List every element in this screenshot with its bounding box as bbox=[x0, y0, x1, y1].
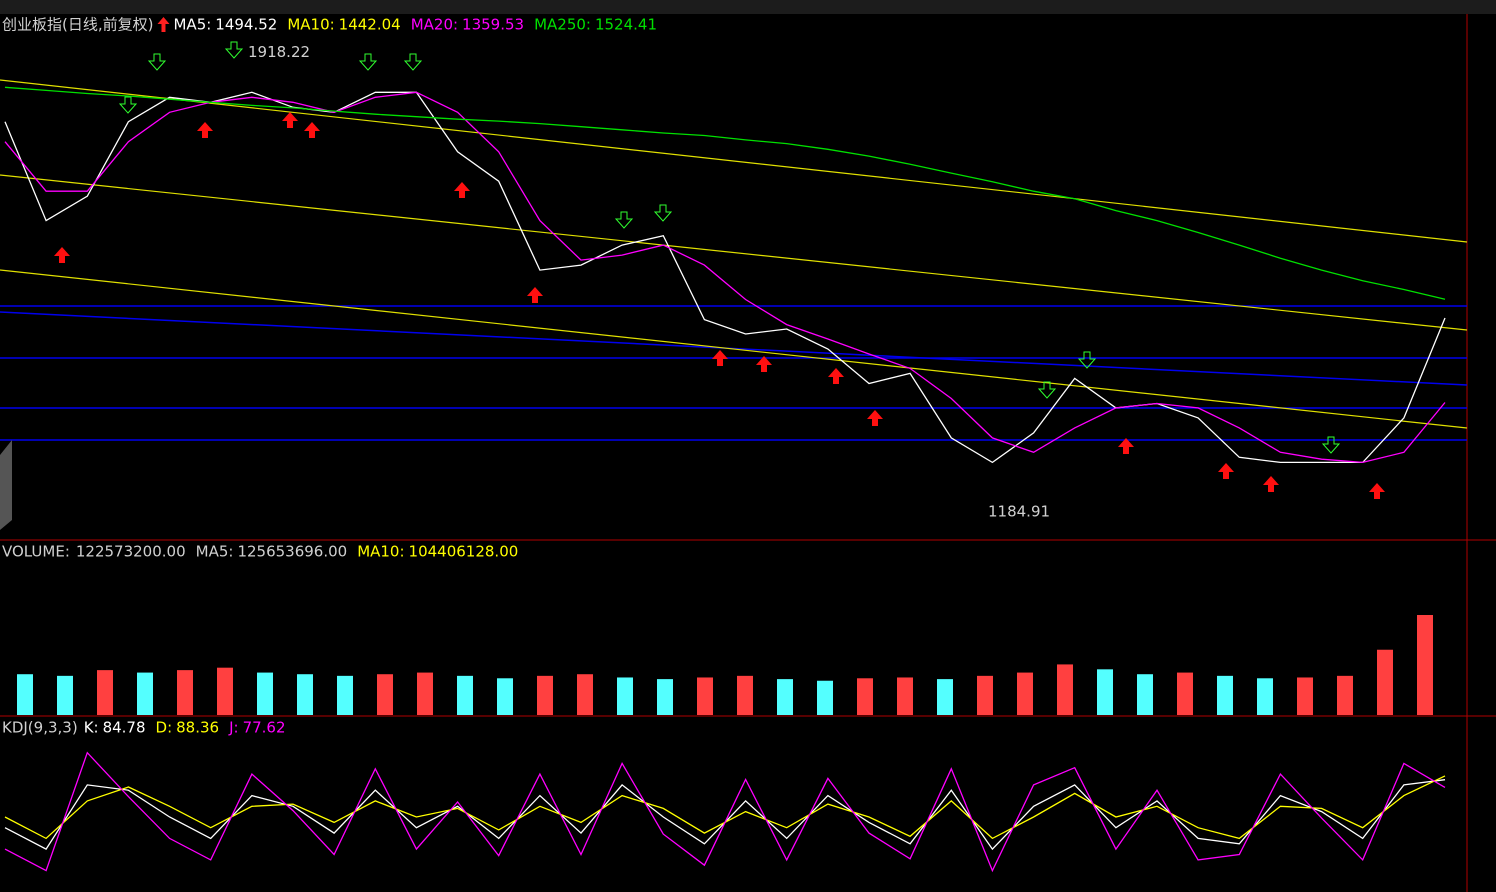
volume-bar bbox=[1377, 649, 1393, 715]
volume-bar bbox=[1297, 677, 1313, 715]
series-line bbox=[4, 91, 1446, 464]
sell-arrow bbox=[1077, 351, 1097, 369]
volume-bar bbox=[1257, 678, 1273, 715]
series-line bbox=[4, 86, 1446, 300]
volume-bar bbox=[617, 677, 633, 715]
legend-label: MA10: bbox=[287, 16, 334, 34]
volume-bar bbox=[577, 674, 593, 715]
price-annotation: 1184.91 bbox=[988, 502, 1050, 520]
buy-arrow bbox=[712, 350, 728, 366]
buy-arrow bbox=[282, 112, 298, 128]
volume-bar bbox=[1217, 675, 1233, 715]
buy-arrow bbox=[54, 247, 70, 263]
panel-title: KDJ(9,3,3) bbox=[2, 719, 78, 737]
sell-arrow bbox=[358, 53, 378, 71]
volume-bar bbox=[177, 670, 193, 715]
legend-label: MA250: bbox=[534, 16, 591, 34]
legend-value: 1494.52 bbox=[215, 16, 277, 34]
sell-arrow bbox=[147, 53, 167, 71]
legend-label: MA5: bbox=[196, 543, 234, 561]
legend-value: 1442.04 bbox=[339, 16, 401, 34]
legend-label: MA20: bbox=[411, 16, 458, 34]
buy-arrow bbox=[527, 287, 543, 303]
legend-label: J: bbox=[228, 719, 238, 737]
buy-arrow bbox=[1369, 483, 1385, 499]
buy-arrow bbox=[828, 368, 844, 384]
volume-bar bbox=[977, 675, 993, 715]
volume-bar bbox=[1057, 664, 1073, 715]
volume-bar bbox=[337, 675, 353, 715]
volume-bar bbox=[737, 675, 753, 715]
panel-title: 创业板指(日线,前复权) bbox=[2, 16, 153, 34]
legend-value: 104406128.00 bbox=[409, 543, 519, 561]
volume-bar bbox=[297, 674, 313, 715]
legend-value: 125653696.00 bbox=[237, 543, 347, 561]
volume-bar bbox=[57, 675, 73, 715]
volume-bar bbox=[257, 672, 273, 715]
volume-bar bbox=[697, 677, 713, 715]
volume-bar bbox=[897, 677, 913, 715]
sell-arrow bbox=[1321, 436, 1341, 454]
sell-arrow bbox=[224, 41, 244, 59]
volume-bar bbox=[777, 679, 793, 715]
legend-value: 88.36 bbox=[176, 719, 219, 737]
volume-bar bbox=[417, 672, 433, 715]
volume-bar bbox=[1097, 669, 1113, 715]
volume-bar bbox=[1017, 672, 1033, 715]
side-handle[interactable] bbox=[0, 440, 12, 530]
buy-arrow bbox=[1218, 463, 1234, 479]
price-annotation: 1918.22 bbox=[248, 43, 310, 61]
series-line bbox=[4, 751, 1446, 873]
volume-bar bbox=[97, 670, 113, 715]
toolbar[interactable] bbox=[0, 0, 1496, 14]
buy-arrow bbox=[867, 410, 883, 426]
buy-arrow bbox=[304, 122, 320, 138]
buy-arrow bbox=[197, 122, 213, 138]
sell-arrow bbox=[614, 211, 634, 229]
volume-bar bbox=[1137, 674, 1153, 715]
buy-arrow bbox=[454, 182, 470, 198]
legend-value: 1524.41 bbox=[595, 16, 657, 34]
volume-bar bbox=[937, 679, 953, 715]
volume-bar bbox=[657, 679, 673, 715]
legend-label: K: bbox=[84, 719, 99, 737]
sell-arrow bbox=[653, 204, 673, 222]
volume-bar bbox=[217, 667, 233, 715]
volume-bar bbox=[1417, 615, 1433, 715]
up-arrow-icon bbox=[157, 17, 170, 32]
volume-bar bbox=[137, 672, 153, 715]
legend-value: 1359.53 bbox=[462, 16, 524, 34]
volume-bar bbox=[817, 680, 833, 715]
volume-bar bbox=[537, 675, 553, 715]
legend-label: MA5: bbox=[173, 16, 211, 34]
panel-title-value: 122573200.00 bbox=[76, 543, 186, 561]
volume-bar bbox=[1337, 675, 1353, 715]
trend-lines bbox=[0, 79, 1468, 429]
volume-bar bbox=[857, 678, 873, 715]
level-lines bbox=[0, 305, 1468, 441]
series-line bbox=[4, 91, 1446, 464]
legend-value: 84.78 bbox=[103, 719, 146, 737]
volume-bar bbox=[17, 674, 33, 715]
buy-arrow bbox=[1263, 476, 1279, 492]
legend-label: D: bbox=[156, 719, 173, 737]
legend-label: MA10: bbox=[357, 543, 404, 561]
volume-bar bbox=[457, 675, 473, 715]
buy-arrow bbox=[1118, 438, 1134, 454]
sell-arrow bbox=[1037, 381, 1057, 399]
legend-value: 77.62 bbox=[243, 719, 286, 737]
series-line bbox=[4, 775, 1446, 840]
panel-title: VOLUME: bbox=[2, 543, 70, 561]
volume-bar bbox=[1177, 672, 1193, 715]
sell-arrow bbox=[118, 96, 138, 114]
volume-bar bbox=[497, 678, 513, 715]
volume-bar bbox=[377, 674, 393, 715]
buy-arrow bbox=[756, 356, 772, 372]
sell-arrow bbox=[403, 53, 423, 71]
